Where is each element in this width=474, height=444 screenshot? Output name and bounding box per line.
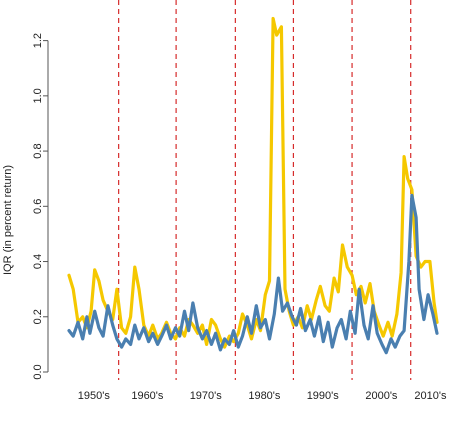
x-decade-label: 2000's [365, 390, 398, 402]
x-decade-label: 1950's [78, 390, 111, 402]
y-tick-label: 0.2 [32, 309, 44, 324]
x-decade-label: 2010's [414, 390, 447, 402]
y-axis: 0.0 0.2 0.4 0.6 0.8 1.0 1.2 [32, 33, 49, 380]
y-tick-label: 0.0 [32, 364, 44, 379]
y-axis-title: IQR (in percent return) [2, 165, 14, 275]
y-tick-label: 0.6 [32, 199, 44, 214]
x-decade-label: 1980's [248, 390, 281, 402]
y-tick-label: 1.2 [32, 33, 44, 48]
x-decade-labels: 1950's 1960's 1970's 1980's 1990's 2000's 2010… [78, 390, 447, 402]
series-line [67, 16, 439, 349]
series-line [67, 193, 439, 355]
y-tick-label: 1.0 [32, 88, 44, 103]
x-decade-label: 1970's [190, 390, 223, 402]
x-decade-label: 1960's [131, 390, 164, 402]
y-tick-label: 0.4 [32, 254, 44, 269]
x-decade-label: 1990's [307, 390, 340, 402]
y-tick-label: 0.8 [32, 143, 44, 158]
series-lines [67, 16, 439, 355]
